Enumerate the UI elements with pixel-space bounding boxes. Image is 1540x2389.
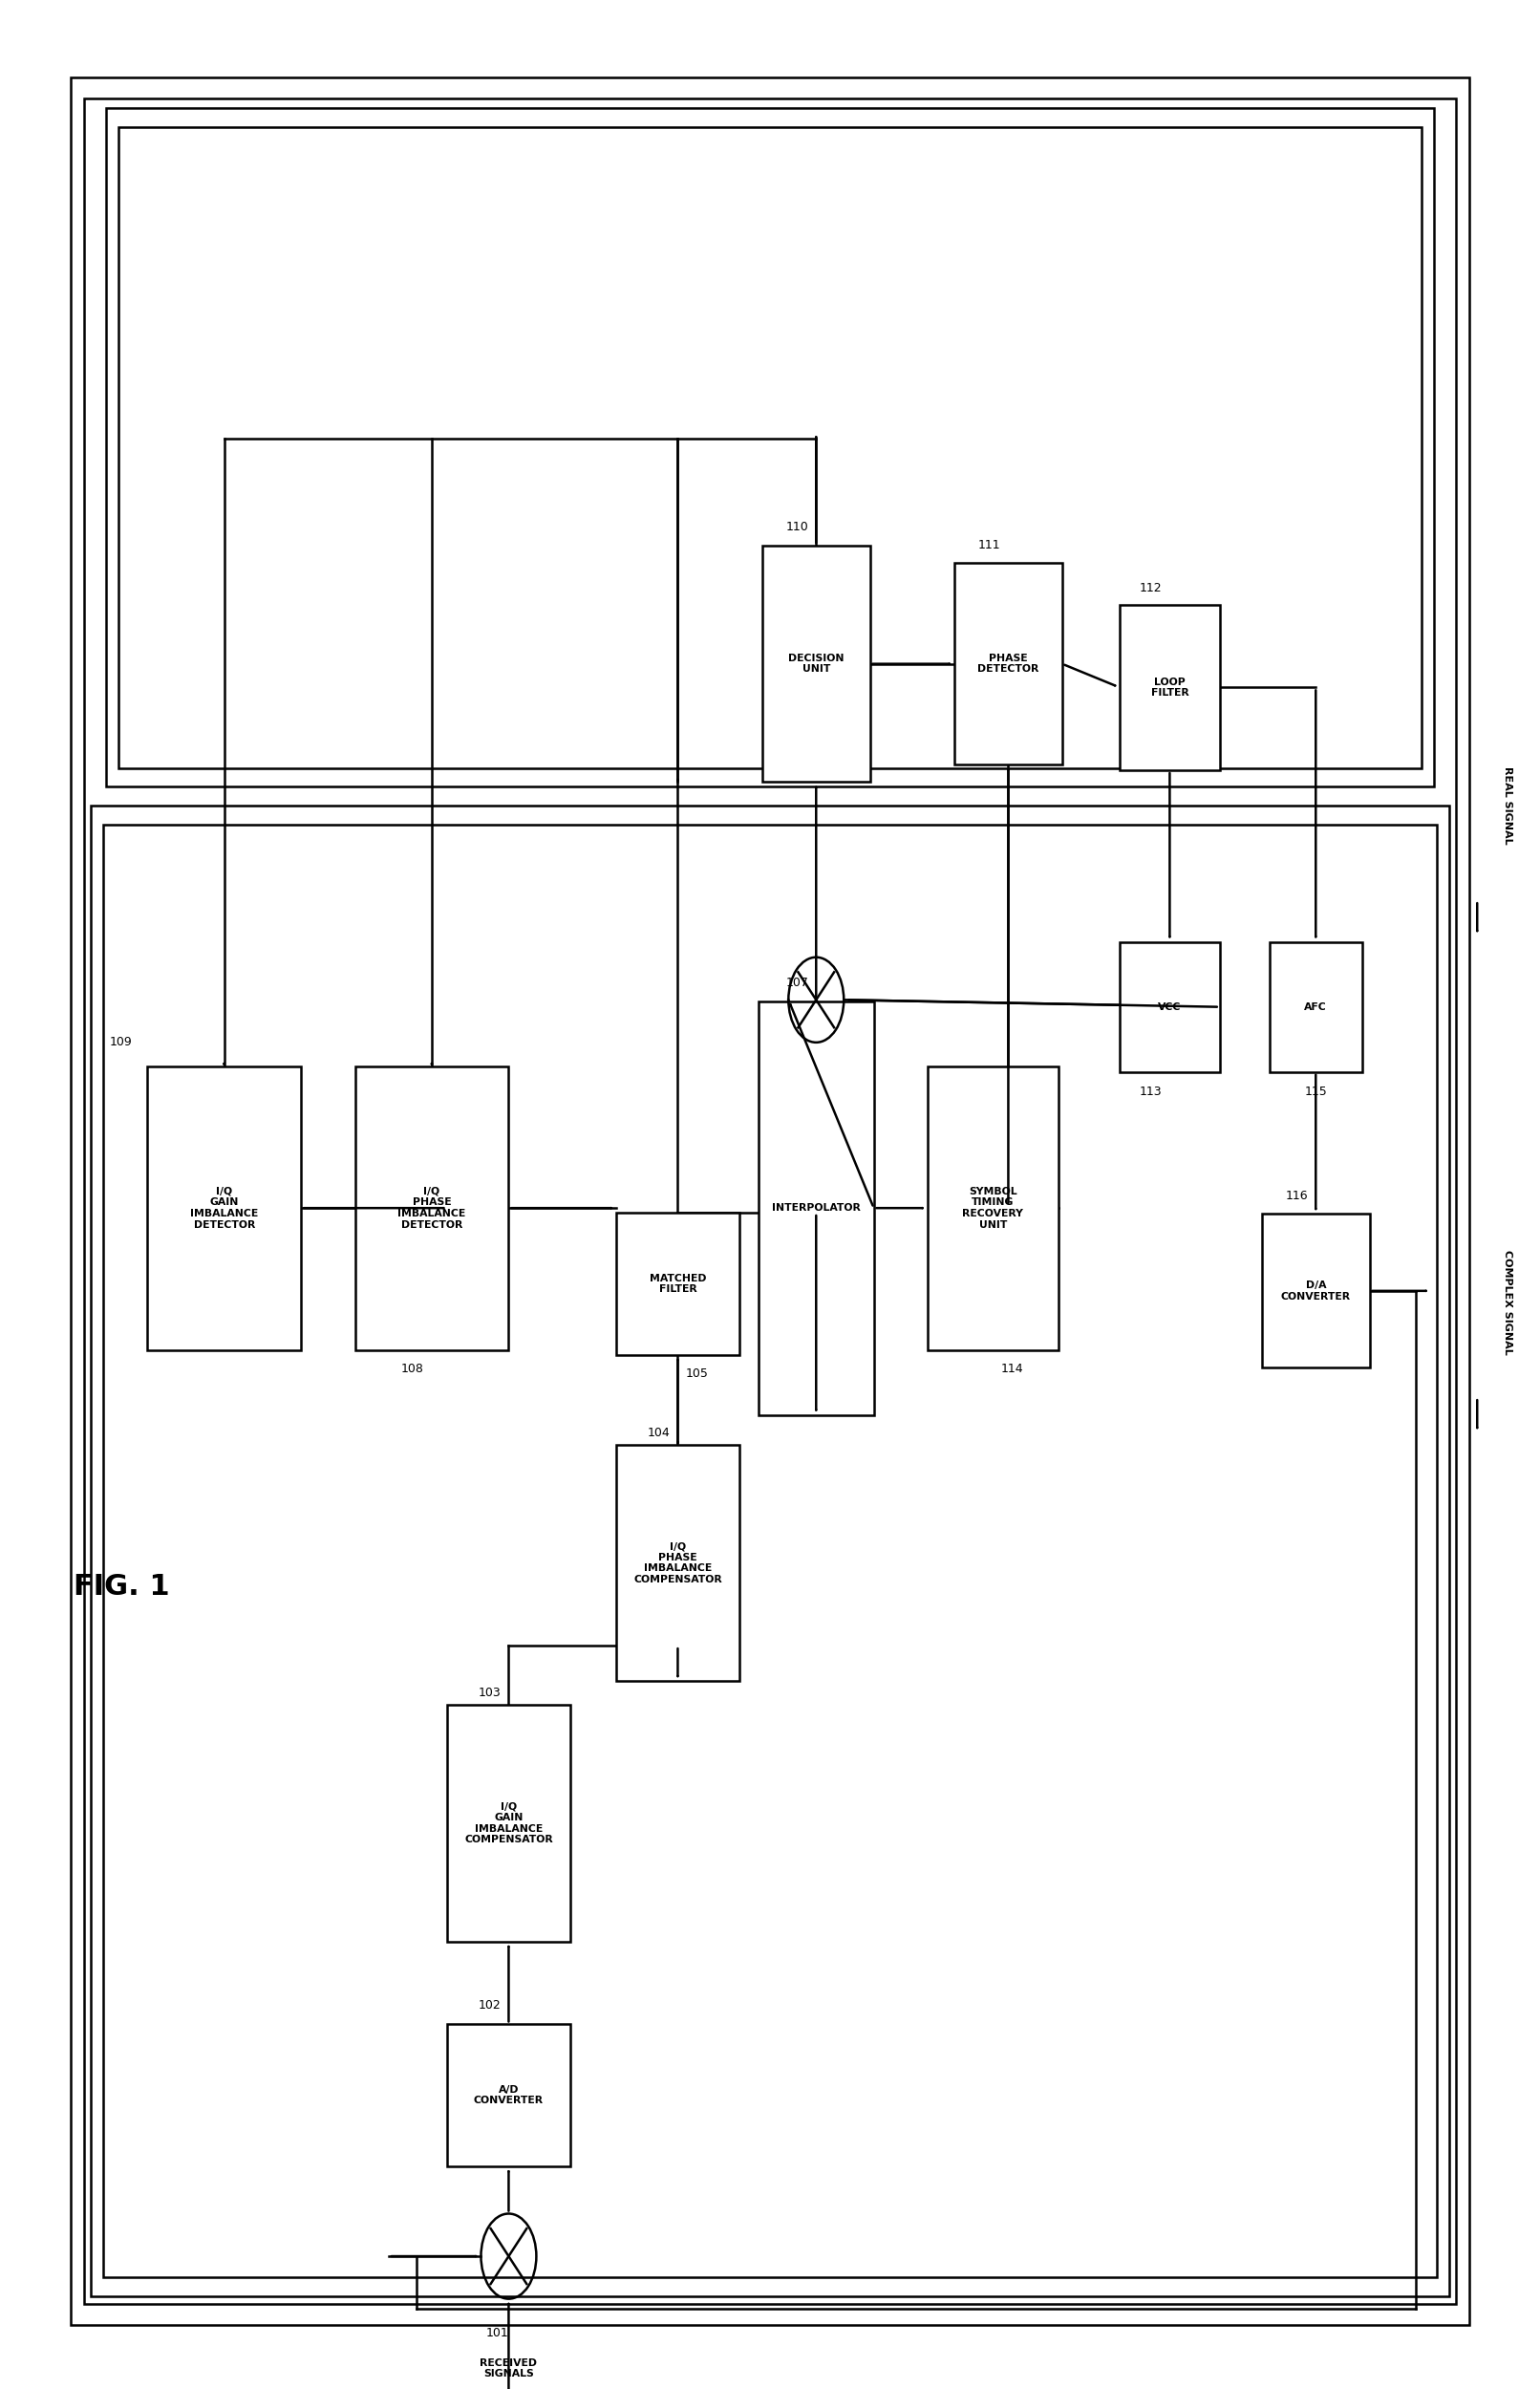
Text: 110: 110 <box>785 521 809 533</box>
Text: RECEIVED
SIGNALS: RECEIVED SIGNALS <box>480 2358 537 2379</box>
Bar <box>447 1706 570 1942</box>
Bar <box>762 545 870 781</box>
Text: A/D
CONVERTER: A/D CONVERTER <box>474 2086 544 2105</box>
Bar <box>85 98 1455 2303</box>
Bar <box>148 1065 302 1350</box>
Text: 101: 101 <box>487 2327 508 2339</box>
Text: 112: 112 <box>1140 583 1163 595</box>
Bar <box>91 805 1449 2296</box>
Text: 103: 103 <box>479 1687 500 1699</box>
Text: LOOP
FILTER: LOOP FILTER <box>1150 676 1189 698</box>
Text: 114: 114 <box>1001 1362 1023 1376</box>
Text: COMPLEX SIGNAL: COMPLEX SIGNAL <box>1503 1249 1512 1355</box>
Text: I/Q
GAIN
IMBALANCE
DETECTOR: I/Q GAIN IMBALANCE DETECTOR <box>191 1187 259 1230</box>
Text: 105: 105 <box>685 1367 708 1381</box>
Text: 104: 104 <box>647 1426 670 1438</box>
Text: 108: 108 <box>402 1362 424 1376</box>
Bar <box>616 1445 739 1682</box>
Text: I/Q
GAIN
IMBALANCE
COMPENSATOR: I/Q GAIN IMBALANCE COMPENSATOR <box>465 1801 553 1844</box>
Bar <box>447 2023 570 2167</box>
Bar <box>955 564 1063 764</box>
Text: 116: 116 <box>1286 1190 1307 1202</box>
Bar <box>354 1065 508 1350</box>
Bar <box>759 1001 873 1414</box>
Text: D/A
CONVERTER: D/A CONVERTER <box>1281 1281 1351 1302</box>
Text: VCC: VCC <box>1158 1001 1181 1011</box>
Bar <box>927 1065 1058 1350</box>
Text: DECISION
UNIT: DECISION UNIT <box>788 655 844 674</box>
Text: AFC: AFC <box>1304 1001 1327 1011</box>
Text: 109: 109 <box>109 1037 132 1049</box>
Text: PHASE
DETECTOR: PHASE DETECTOR <box>978 655 1040 674</box>
Bar <box>119 127 1421 767</box>
Text: I/Q
PHASE
IMBALANCE
COMPENSATOR: I/Q PHASE IMBALANCE COMPENSATOR <box>633 1541 722 1584</box>
Text: REAL SIGNAL: REAL SIGNAL <box>1503 767 1512 846</box>
Bar <box>1120 604 1220 769</box>
Bar <box>1261 1214 1369 1369</box>
Bar <box>616 1214 739 1355</box>
Text: 111: 111 <box>978 540 1001 552</box>
Text: FIG. 1: FIG. 1 <box>74 1572 169 1601</box>
Bar <box>103 824 1437 2277</box>
Text: MATCHED
FILTER: MATCHED FILTER <box>650 1273 707 1295</box>
Text: 102: 102 <box>479 2000 500 2012</box>
Text: INTERPOLATOR: INTERPOLATOR <box>772 1204 861 1214</box>
Text: SYMBOL
TIMING
RECOVERY
UNIT: SYMBOL TIMING RECOVERY UNIT <box>962 1187 1024 1230</box>
Text: 115: 115 <box>1304 1087 1327 1099</box>
Bar <box>106 108 1434 786</box>
Text: 113: 113 <box>1140 1087 1163 1099</box>
Text: 107: 107 <box>785 977 809 989</box>
Bar <box>1120 941 1220 1073</box>
Text: I/Q
PHASE
IMBALANCE
DETECTOR: I/Q PHASE IMBALANCE DETECTOR <box>397 1187 465 1230</box>
Bar <box>1269 941 1361 1073</box>
